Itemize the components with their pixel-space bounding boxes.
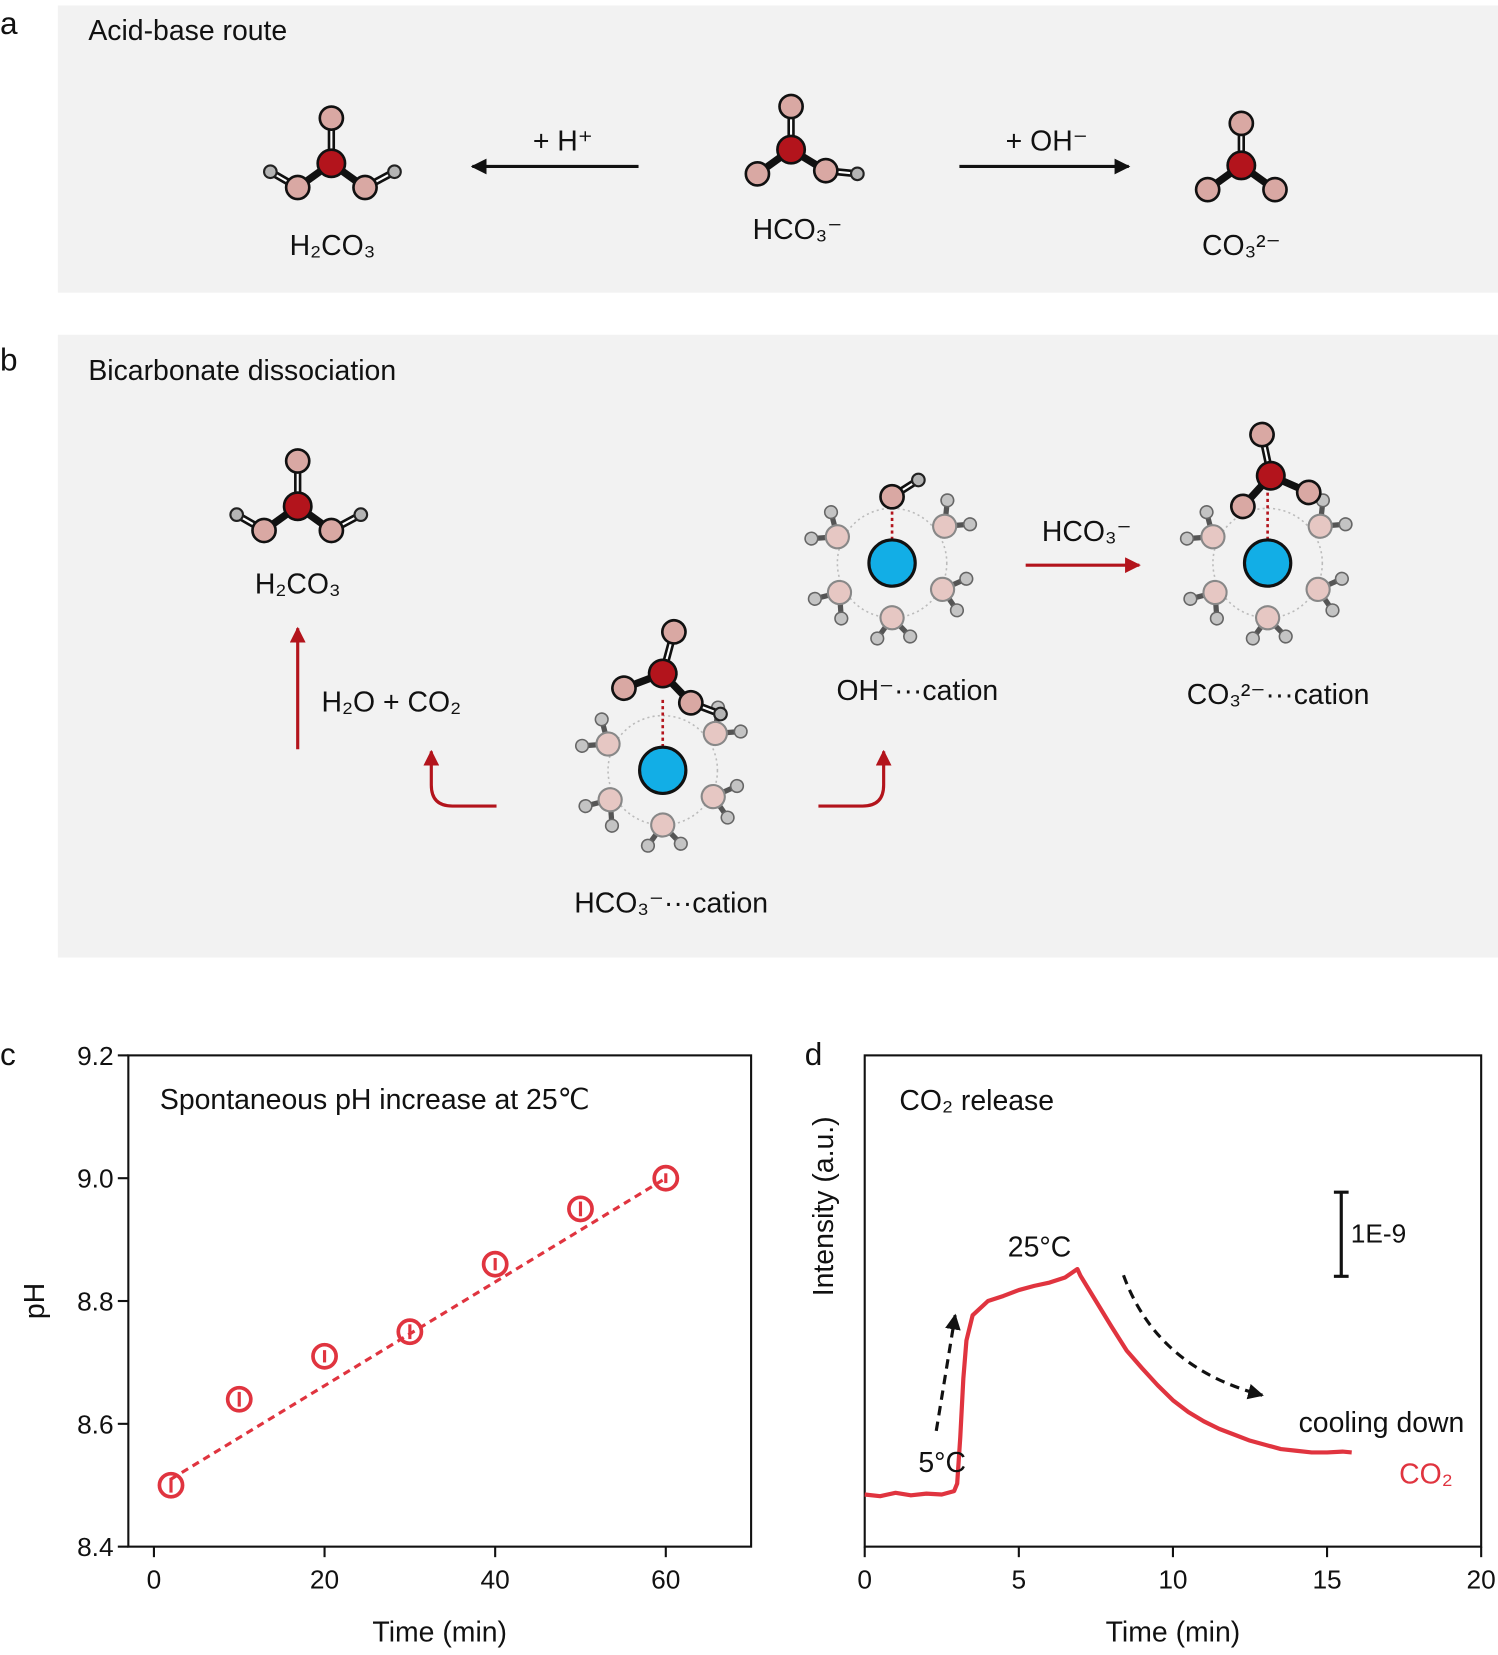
panel-background — [57, 334, 1498, 958]
reagent: H₂O + CO₂ — [322, 686, 462, 718]
arrow — [1122, 1274, 1264, 1400]
reagent: + H⁺ — [533, 126, 593, 158]
scale-bar-label: 1E-9 — [1351, 1219, 1407, 1249]
annotation: Spontaneous pH increase at 25℃ — [160, 1084, 590, 1116]
reagent: + OH⁻ — [1006, 126, 1088, 158]
y-axis-label: Intensity (a.u.) — [808, 1116, 840, 1296]
species-label: H₂CO₃ — [255, 569, 341, 601]
panel-title: Acid-base route — [88, 15, 287, 47]
scale-bar — [1333, 1190, 1349, 1278]
series-label: CO₂ — [1399, 1459, 1453, 1491]
y-tick-label: 9.0 — [77, 1164, 114, 1194]
arrow — [934, 1313, 961, 1432]
reagent: HCO₃⁻ — [1042, 516, 1132, 548]
x-tick-label: 5 — [1012, 1565, 1027, 1595]
x-tick-label: 0 — [147, 1565, 162, 1595]
point — [225, 1385, 253, 1413]
point — [481, 1250, 509, 1278]
chart-title: CO₂ release — [899, 1085, 1054, 1117]
x-axis-label: Time (min) — [1106, 1616, 1241, 1648]
panel-letter: a — [0, 5, 18, 41]
x-tick-label: 20 — [310, 1565, 339, 1595]
annotation: cooling down — [1299, 1407, 1465, 1439]
x-tick-label: 60 — [651, 1565, 680, 1595]
series-line — [864, 1266, 1352, 1499]
arrow — [423, 749, 497, 808]
panel-title: Bicarbonate dissociation — [88, 355, 396, 387]
x-tick-label: 0 — [857, 1565, 872, 1595]
point — [396, 1318, 424, 1346]
hydroxide — [879, 472, 926, 510]
panel-letter: d — [805, 1036, 823, 1072]
y-axis-label: pH — [19, 1283, 51, 1319]
point — [652, 1164, 680, 1192]
annotation: 5°C — [918, 1447, 966, 1479]
y-tick-label: 8.8 — [77, 1286, 114, 1316]
panel-letter: b — [0, 342, 18, 378]
fit-line — [170, 1176, 667, 1481]
species-label: CO₃²⁻···cation — [1187, 679, 1370, 711]
x-axis-label: Time (min) — [372, 1616, 507, 1648]
arrow — [818, 749, 892, 808]
y-tick-label: 8.4 — [77, 1532, 114, 1562]
annotation: 25°C — [1008, 1231, 1071, 1263]
y-tick-label: 8.6 — [77, 1409, 114, 1439]
point — [567, 1195, 594, 1223]
species-label: OH⁻···cation — [836, 675, 998, 707]
species-label: H₂CO₃ — [290, 230, 376, 262]
x-tick-label: 10 — [1158, 1565, 1187, 1595]
species-label: HCO₃⁻···cation — [574, 887, 768, 919]
panel-letter: c — [0, 1036, 16, 1072]
species-label: HCO₃⁻ — [753, 214, 843, 246]
point — [157, 1471, 185, 1499]
species-label: CO₃²⁻ — [1202, 230, 1281, 262]
x-tick-label: 15 — [1312, 1565, 1341, 1595]
point — [311, 1342, 338, 1370]
plot-frame — [127, 1054, 753, 1548]
x-tick-label: 40 — [481, 1565, 510, 1595]
x-tick-label: 20 — [1467, 1565, 1496, 1595]
y-tick-label: 9.2 — [77, 1041, 114, 1071]
